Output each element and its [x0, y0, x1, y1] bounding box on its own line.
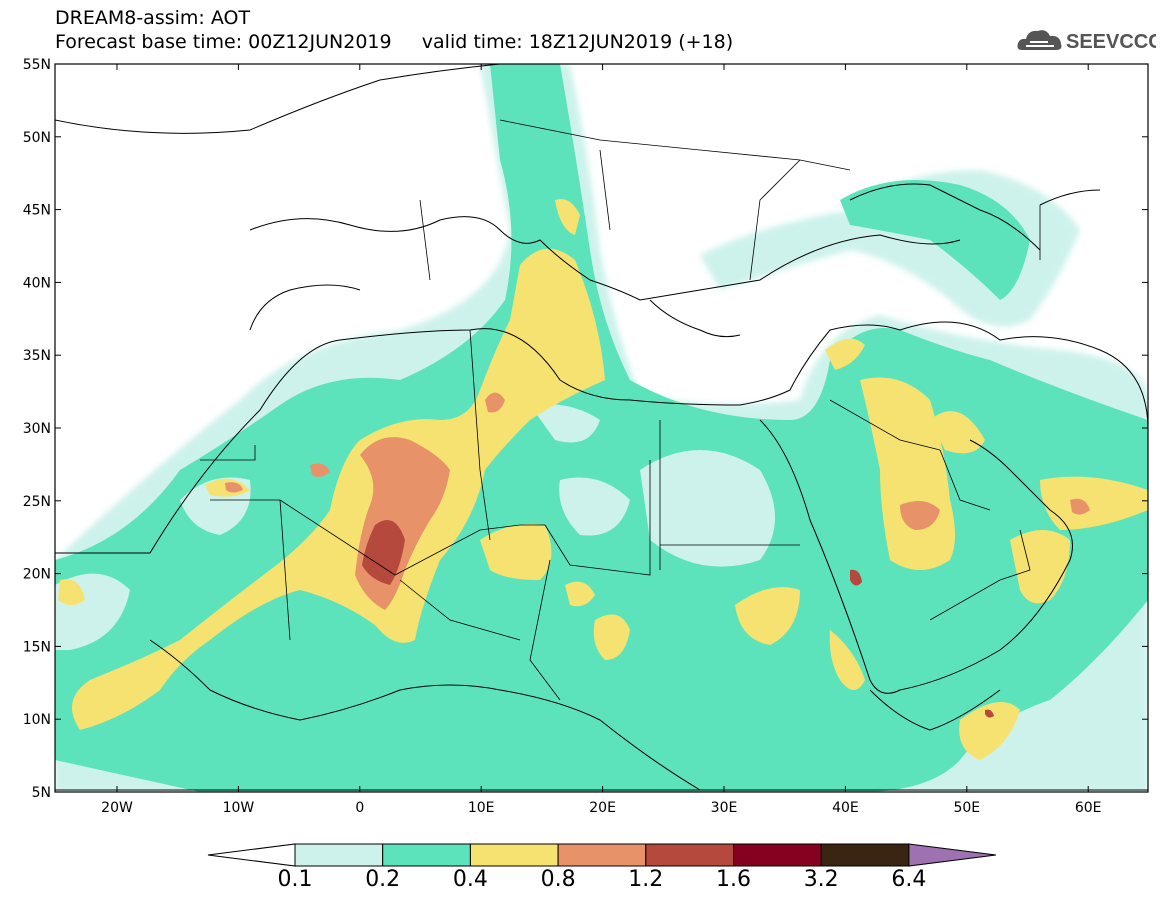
lat-tick-label: 35N	[23, 348, 51, 364]
lat-tick-label: 5N	[32, 785, 51, 801]
colorbar-swatch	[294, 843, 384, 867]
coastlines	[55, 64, 1148, 791]
colorbar-label: 6.4	[891, 867, 927, 892]
lon-tick-label: 40E	[832, 800, 859, 816]
colorbar-swatch	[645, 843, 734, 867]
aot-level-1-2	[362, 520, 994, 718]
chart-title: DREAM8-assim: AOT	[55, 7, 251, 29]
lat-tick-label: 20N	[23, 567, 51, 583]
latitude-axis: 55N 50N 45N 40N 35N 30N 25N 20N 15N 10N 5N	[23, 57, 1148, 801]
colorbar-label: 0.8	[540, 867, 576, 892]
lon-tick-label: 20E	[589, 800, 616, 816]
colorbar-label: 1.2	[628, 867, 664, 892]
aot-field	[55, 64, 1148, 792]
colorbar-swatch	[733, 843, 822, 867]
lon-tick-label: 60E	[1075, 800, 1102, 816]
lon-tick-label: 50E	[953, 800, 980, 816]
colorbar-over-triangle	[908, 843, 996, 867]
seevccc-logo: SEEVCCC	[1017, 30, 1156, 53]
colorbar-under-triangle	[207, 843, 296, 867]
colorbar-label: 0.1	[277, 867, 313, 892]
valid-time: valid time: 18Z12JUN2019 (+18)	[421, 31, 734, 53]
aot-level-0-2	[55, 64, 1148, 792]
lat-tick-label: 30N	[23, 421, 51, 437]
lat-tick-label: 15N	[23, 639, 51, 655]
colorbar-label: 0.4	[452, 867, 488, 892]
colorbar-swatch	[469, 843, 559, 867]
colorbar-label: 0.2	[365, 867, 401, 892]
lat-tick-label: 45N	[23, 203, 51, 219]
logo-text: SEEVCCC	[1066, 31, 1156, 53]
lon-tick-label: 0	[355, 800, 364, 816]
lon-tick-label: 10E	[468, 800, 495, 816]
colorbar-label: 1.6	[716, 867, 751, 892]
lat-tick-label: 40N	[23, 275, 51, 291]
lat-tick-label: 25N	[23, 494, 51, 510]
country-borders	[200, 119, 1041, 701]
colorbar-swatch	[557, 843, 647, 867]
lat-tick-label: 10N	[23, 712, 51, 728]
lat-tick-label: 50N	[23, 130, 51, 146]
lon-tick-label: 30E	[711, 800, 738, 816]
lon-tick-label: 10W	[223, 800, 255, 816]
cloud-icon	[1017, 30, 1062, 50]
colorbar-swatch	[382, 843, 471, 867]
longitude-axis: 20W 10W 0 10E 20E 30E 40E 50E 60E	[101, 64, 1102, 816]
colorbar-label: 3.2	[803, 867, 839, 892]
base-time: Forecast base time: 00Z12JUN2019	[55, 31, 392, 53]
lon-tick-label: 20W	[101, 800, 133, 816]
colorbar	[207, 843, 996, 867]
colorbar-swatch	[820, 843, 910, 867]
forecast-times: Forecast base time: 00Z12JUN2019 valid t…	[55, 31, 733, 53]
lat-tick-label: 55N	[23, 57, 51, 73]
